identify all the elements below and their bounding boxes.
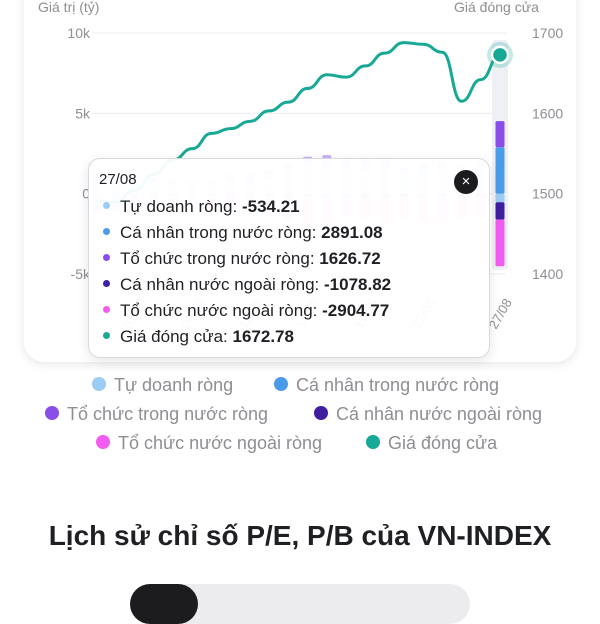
tooltip-row-to-chuc-trong-nuoc: Tổ chức trong nước ròng: 1626.72	[103, 249, 381, 269]
tooltip-row-ca-nhan-trong-nuoc: Cá nhân trong nước ròng: 2891.08	[103, 223, 383, 243]
tooltip-row-ca-nhan-nuoc-ngoai: Cá nhân nước ngoài ròng: -1078.82	[103, 275, 391, 295]
y-left-tick-label: -5k	[71, 266, 91, 282]
legend-dot	[274, 377, 288, 392]
tooltip-dot	[103, 228, 110, 236]
bar-segment	[495, 147, 505, 194]
legend-item-ca-nhan-nuoc-ngoai[interactable]: Cá nhân nước ngoài ròng	[314, 404, 542, 425]
legend-label: Tự doanh ròng	[114, 375, 234, 395]
legend-dot	[45, 406, 59, 421]
tooltip-value: -1078.82	[324, 275, 392, 294]
y-right-axis-title: Giá đóng cửa	[454, 0, 539, 15]
y-right-tick-label: 1700	[532, 25, 563, 41]
tooltip-dot	[103, 306, 110, 314]
tooltip-value: 2891.08	[321, 223, 383, 242]
legend-item-to-chuc-trong-nuoc[interactable]: Tổ chức trong nước ròng	[45, 404, 268, 425]
chart-tooltip: 27/08 × Tự doanh ròng: -534.21 Cá nhân t…	[88, 158, 490, 358]
tooltip-date: 27/08	[99, 171, 137, 188]
legend-dot	[96, 435, 110, 450]
close-price-marker	[490, 45, 510, 65]
bar-segment	[495, 219, 505, 267]
tooltip-dot	[103, 280, 110, 288]
legend-label: Giá đóng cửa	[388, 433, 498, 453]
tooltip-label: Tổ chức nước ngoài ròng:	[120, 301, 318, 320]
tooltip-label: Cá nhân nước ngoài ròng:	[120, 275, 320, 294]
tooltip-label: Cá nhân trong nước ròng:	[120, 223, 317, 242]
legend-item-ca-nhan-trong-nuoc[interactable]: Cá nhân trong nước ròng	[274, 375, 499, 396]
legend-dot	[314, 406, 328, 421]
legend-label: Tổ chức trong nước ròng	[67, 404, 268, 424]
y-right-tick-label: 1400	[532, 266, 563, 282]
legend-item-to-chuc-nuoc-ngoai[interactable]: Tổ chức nước ngoài ròng	[96, 433, 322, 454]
tooltip-dot	[103, 332, 110, 340]
bar-segment	[495, 202, 505, 220]
tooltip-value: 1626.72	[319, 249, 381, 268]
legend-item-gia-dong-cua[interactable]: Giá đóng cửa	[366, 433, 497, 454]
bar-segment	[495, 193, 505, 203]
y-left-axis-title: Giá trị (tỷ)	[38, 0, 100, 15]
tooltip-row-gia-dong-cua: Giá đóng cửa: 1672.78	[103, 327, 294, 347]
tooltip-label: Tự doanh ròng:	[120, 197, 238, 216]
y-left-tick-label: 10k	[67, 25, 91, 41]
tooltip-value: 1672.78	[232, 327, 294, 346]
section-title: Lịch sử chỉ số P/E, P/B của VN-INDEX	[48, 520, 552, 551]
tooltip-value: -534.21	[241, 197, 300, 216]
legend-label: Tổ chức nước ngoài ròng	[118, 433, 323, 453]
tooltip-row-to-chuc-nuoc-ngoai: Tổ chức nước ngoài ròng: -2904.77	[103, 301, 389, 321]
y-right-tick-label: 1500	[532, 186, 563, 202]
tooltip-row-tu-doanh: Tự doanh ròng: -534.21	[103, 197, 300, 217]
tooltip-value: -2904.77	[322, 301, 390, 320]
close-icon[interactable]: ×	[454, 170, 478, 194]
tooltip-label: Tổ chức trong nước ròng:	[120, 249, 315, 268]
toggle-knob[interactable]	[130, 584, 198, 624]
y-left-tick-label: 5k	[75, 105, 91, 121]
legend-item-tu-doanh[interactable]: Tự doanh ròng	[92, 375, 233, 396]
legend-dot	[366, 435, 380, 450]
bar-segment	[495, 121, 505, 148]
legend-label: Cá nhân trong nước ròng	[296, 375, 499, 395]
tooltip-dot	[103, 202, 110, 210]
tooltip-label: Giá đóng cửa:	[120, 327, 228, 346]
legend-label: Cá nhân nước ngoài ròng	[336, 404, 542, 424]
y-right-tick-label: 1600	[532, 105, 563, 121]
tooltip-dot	[103, 254, 110, 262]
y-left-tick-label: 0	[82, 186, 90, 202]
legend-dot	[92, 377, 106, 392]
